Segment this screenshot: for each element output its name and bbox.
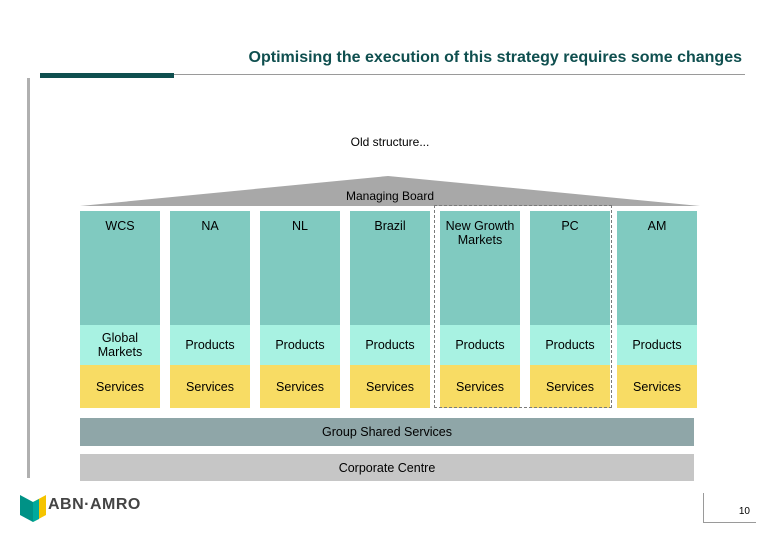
corporate-centre-band: Corporate Centre bbox=[80, 454, 694, 481]
column-header: Brazil bbox=[350, 211, 430, 325]
title-rule bbox=[40, 74, 745, 75]
column-middle-cell: Global Markets bbox=[80, 325, 160, 365]
column-header: NL bbox=[260, 211, 340, 325]
highlight-dashed-box bbox=[434, 205, 612, 408]
page-number-box: 10 bbox=[703, 493, 756, 523]
column-services-cell: Services bbox=[530, 365, 610, 408]
column-middle-cell: Products bbox=[530, 325, 610, 365]
abn-amro-shield-icon bbox=[20, 495, 46, 522]
column-services-cell: Services bbox=[170, 365, 250, 408]
column-header: WCS bbox=[80, 211, 160, 325]
column-middle-cell: Products bbox=[440, 325, 520, 365]
column-services-cell: Services bbox=[80, 365, 160, 408]
column-middle-cell: Products bbox=[617, 325, 697, 365]
column-middle-cell: Products bbox=[170, 325, 250, 365]
column-services-cell: Services bbox=[350, 365, 430, 408]
title-accent-bar bbox=[40, 73, 174, 78]
left-rule bbox=[27, 78, 30, 478]
column-header: NA bbox=[170, 211, 250, 325]
column-header: PC bbox=[530, 211, 610, 325]
column-services-cell: Services bbox=[617, 365, 697, 408]
column-middle-cell: Products bbox=[350, 325, 430, 365]
column-services-cell: Services bbox=[440, 365, 520, 408]
column-header: AM bbox=[617, 211, 697, 325]
column-services-cell: Services bbox=[260, 365, 340, 408]
column-middle-cell: Products bbox=[260, 325, 340, 365]
abn-amro-logo-text: ABN·AMRO bbox=[48, 496, 141, 513]
managing-board-label: Managing Board bbox=[345, 189, 435, 203]
structure-subtitle: Old structure... bbox=[350, 135, 430, 149]
slide-title: Optimising the execution of this strateg… bbox=[248, 49, 742, 66]
column-header: New Growth Markets bbox=[440, 211, 520, 325]
page-number: 10 bbox=[738, 506, 750, 517]
group-shared-services-band: Group Shared Services bbox=[80, 418, 694, 446]
